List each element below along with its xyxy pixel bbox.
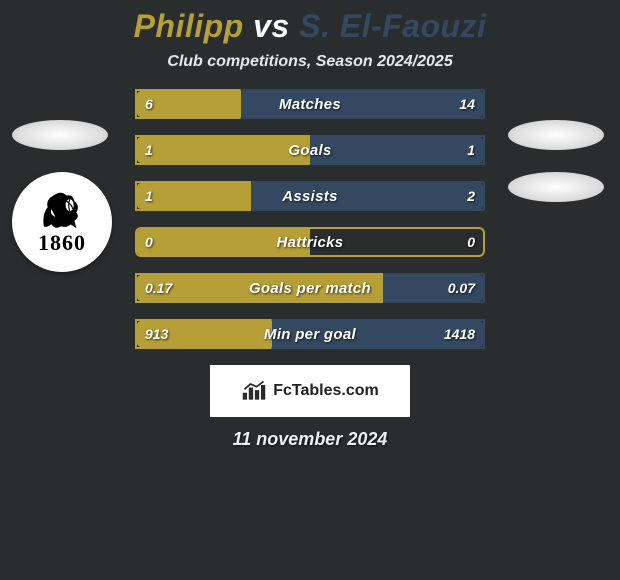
stat-bars: Matches614Goals11Assists12Hattricks00Goa… — [135, 89, 485, 349]
stat-value-right: 1 — [459, 137, 483, 163]
club-logo-placeholder — [508, 120, 604, 150]
player1-name: Philipp — [134, 8, 244, 44]
left-logos: 1860 — [12, 120, 112, 272]
vs-text: vs — [253, 8, 290, 44]
stat-row: Goals1 1 — [135, 135, 485, 165]
stat-label: Assists — [137, 183, 483, 209]
stat-label: Goals — [137, 137, 483, 163]
stat-value-left: 0.17 — [137, 275, 180, 301]
stat-row: Goals per match0.17 0.07 — [135, 273, 485, 303]
stat-value-left: 913 — [137, 321, 176, 347]
player2-name: S. El-Faouzi — [299, 8, 486, 44]
stat-value-right: 0 — [459, 229, 483, 255]
stat-label: Matches — [137, 91, 483, 117]
fctables-logo-icon — [241, 380, 267, 402]
stat-row: Matches6 14 — [135, 89, 485, 119]
stat-value-left: 6 — [137, 91, 161, 117]
stat-value-right: 14 — [451, 91, 483, 117]
club-logo-placeholder — [12, 120, 108, 150]
stat-value-left: 1 — [137, 137, 161, 163]
stat-row: Min per goal913 1418 — [135, 319, 485, 349]
watermark-text: FcTables.com — [273, 382, 379, 400]
date: 11 november 2024 — [0, 429, 620, 450]
stat-label: Min per goal — [137, 321, 483, 347]
badge-year: 1860 — [38, 230, 86, 256]
stat-value-right: 0.07 — [440, 275, 483, 301]
club-logo-placeholder — [508, 172, 604, 202]
subtitle: Club competitions, Season 2024/2025 — [0, 53, 620, 71]
stat-value-right: 2 — [459, 183, 483, 209]
lion-icon — [38, 188, 86, 232]
title: Philipp vs S. El-Faouzi — [0, 8, 620, 45]
stat-value-left: 0 — [137, 229, 161, 255]
stat-value-left: 1 — [137, 183, 161, 209]
stat-row: Assists1 2 — [135, 181, 485, 211]
stat-label: Hattricks — [137, 229, 483, 255]
stat-value-right: 1418 — [436, 321, 483, 347]
watermark: FcTables.com — [210, 365, 410, 417]
club-badge-1860: 1860 — [12, 172, 112, 272]
right-logos — [508, 120, 608, 224]
stat-row: Hattricks0 0 — [135, 227, 485, 257]
stat-label: Goals per match — [137, 275, 483, 301]
comparison-card: Philipp vs S. El-Faouzi Club competition… — [0, 0, 620, 450]
